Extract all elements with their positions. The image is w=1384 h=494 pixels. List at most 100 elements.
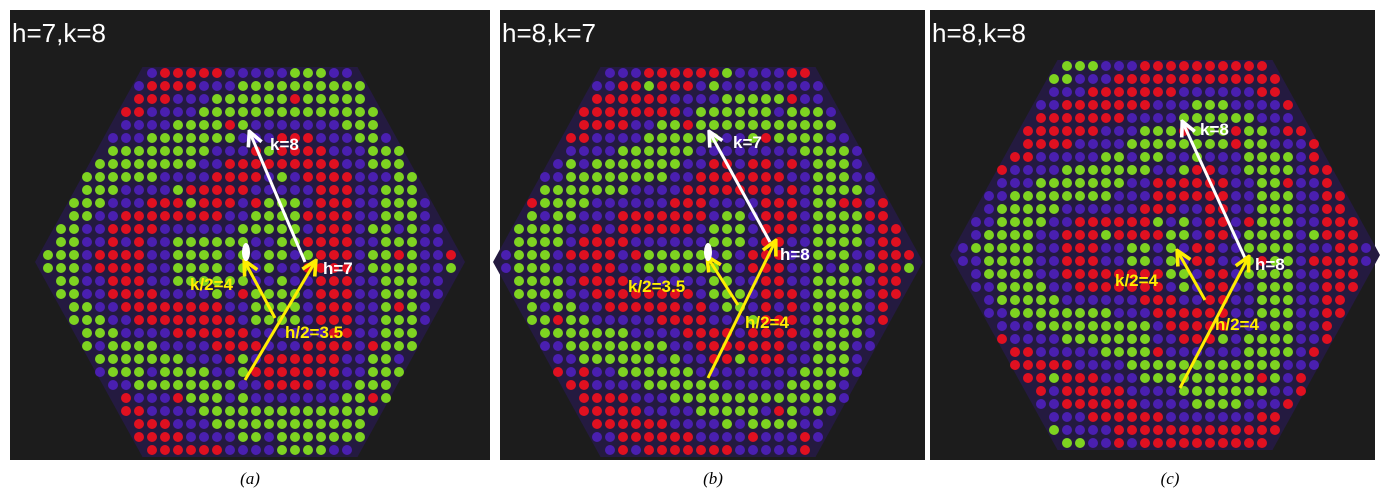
sphere bbox=[800, 406, 810, 416]
sphere bbox=[186, 445, 196, 455]
sphere bbox=[657, 354, 667, 364]
sphere bbox=[1062, 61, 1072, 71]
sphere bbox=[670, 445, 680, 455]
sphere bbox=[501, 263, 511, 273]
sphere bbox=[1205, 269, 1215, 279]
sphere bbox=[984, 282, 994, 292]
sphere bbox=[800, 133, 810, 143]
sphere bbox=[1114, 100, 1124, 110]
sphere bbox=[1140, 308, 1150, 318]
sphere bbox=[199, 341, 209, 351]
sphere bbox=[212, 107, 222, 117]
sphere bbox=[329, 107, 339, 117]
sphere bbox=[1283, 191, 1293, 201]
sphere bbox=[355, 432, 365, 442]
sphere bbox=[355, 393, 365, 403]
sphere bbox=[108, 172, 118, 182]
sphere bbox=[566, 185, 576, 195]
sphere bbox=[277, 354, 287, 364]
sphere bbox=[394, 146, 404, 156]
sphere bbox=[683, 315, 693, 325]
sphere bbox=[108, 380, 118, 390]
sphere bbox=[225, 328, 235, 338]
sphere bbox=[800, 432, 810, 442]
sphere bbox=[108, 341, 118, 351]
sphere bbox=[579, 276, 589, 286]
sphere bbox=[56, 276, 66, 286]
sphere bbox=[394, 224, 404, 234]
sphere bbox=[579, 133, 589, 143]
sphere bbox=[264, 354, 274, 364]
sphere bbox=[1088, 74, 1098, 84]
sphere bbox=[1075, 178, 1085, 188]
sphere bbox=[579, 146, 589, 156]
sphere bbox=[735, 224, 745, 234]
sphere bbox=[342, 133, 352, 143]
sphere bbox=[579, 328, 589, 338]
sphere bbox=[657, 68, 667, 78]
sphere bbox=[696, 367, 706, 377]
sphere bbox=[1010, 191, 1020, 201]
sphere bbox=[618, 393, 628, 403]
sphere bbox=[303, 94, 313, 104]
sphere bbox=[121, 146, 131, 156]
sphere bbox=[264, 94, 274, 104]
sphere bbox=[566, 354, 576, 364]
sphere bbox=[774, 68, 784, 78]
sphere bbox=[735, 263, 745, 273]
sphere bbox=[787, 224, 797, 234]
sphere bbox=[1179, 74, 1189, 84]
sphere bbox=[212, 211, 222, 221]
sphere bbox=[826, 367, 836, 377]
sphere bbox=[1244, 334, 1254, 344]
sphere bbox=[1231, 87, 1241, 97]
sphere bbox=[368, 367, 378, 377]
sphere bbox=[1205, 386, 1215, 396]
sphere bbox=[735, 354, 745, 364]
sphere bbox=[1088, 178, 1098, 188]
sphere bbox=[303, 107, 313, 117]
sphere bbox=[657, 263, 667, 273]
sphere bbox=[407, 172, 417, 182]
sphere bbox=[1179, 438, 1189, 448]
sphere bbox=[238, 185, 248, 195]
sphere bbox=[592, 250, 602, 260]
sphere bbox=[1088, 360, 1098, 370]
sphere bbox=[839, 302, 849, 312]
sphere bbox=[1075, 204, 1085, 214]
sphere bbox=[605, 432, 615, 442]
sphere bbox=[605, 445, 615, 455]
sphere bbox=[212, 328, 222, 338]
sphere bbox=[342, 406, 352, 416]
sphere bbox=[813, 432, 823, 442]
sphere bbox=[722, 445, 732, 455]
sphere bbox=[696, 198, 706, 208]
sphere bbox=[605, 250, 615, 260]
sphere bbox=[1114, 308, 1124, 318]
sphere bbox=[238, 328, 248, 338]
sphere bbox=[631, 68, 641, 78]
sphere bbox=[540, 263, 550, 273]
sphere bbox=[709, 68, 719, 78]
sphere bbox=[381, 172, 391, 182]
sphere bbox=[1049, 126, 1059, 136]
sphere bbox=[800, 81, 810, 91]
sphere bbox=[1192, 386, 1202, 396]
sphere bbox=[290, 432, 300, 442]
sphere bbox=[1166, 113, 1176, 123]
sphere bbox=[878, 198, 888, 208]
sphere bbox=[709, 380, 719, 390]
sphere bbox=[329, 159, 339, 169]
sphere bbox=[1049, 74, 1059, 84]
sphere bbox=[997, 204, 1007, 214]
sphere bbox=[891, 224, 901, 234]
sphere bbox=[1062, 139, 1072, 149]
sphere bbox=[316, 367, 326, 377]
sphere bbox=[1192, 256, 1202, 266]
sphere bbox=[1335, 217, 1345, 227]
sphere bbox=[1283, 230, 1293, 240]
sphere bbox=[342, 315, 352, 325]
sphere bbox=[826, 393, 836, 403]
sphere bbox=[238, 432, 248, 442]
sphere bbox=[95, 185, 105, 195]
